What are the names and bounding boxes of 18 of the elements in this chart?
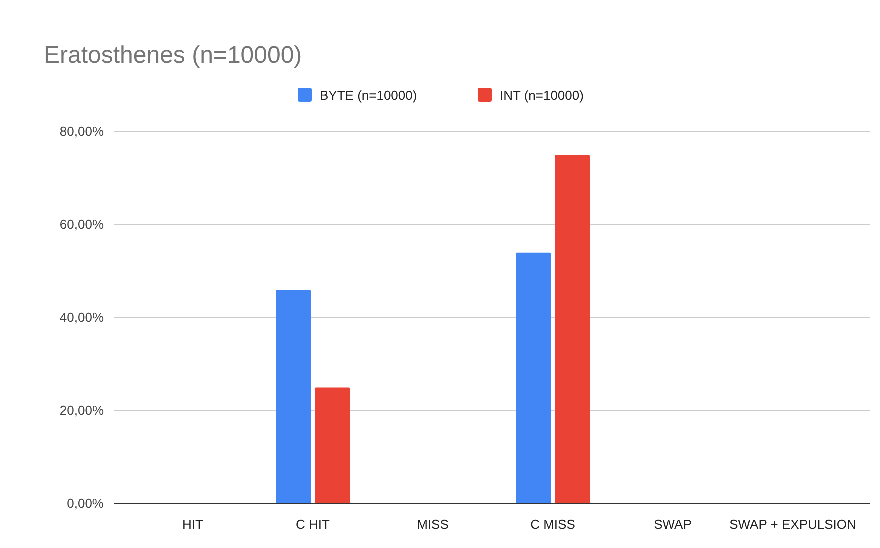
y-tick-label: 40,00%	[60, 310, 104, 325]
x-tick-label: HIT	[182, 517, 204, 532]
y-tick-label: 0,00%	[67, 496, 104, 511]
bar	[276, 290, 311, 504]
y-tick-label: 60,00%	[60, 217, 104, 232]
x-tick-label: C MISS	[530, 517, 576, 532]
x-tick-label: MISS	[417, 517, 450, 532]
y-tick-label: 20,00%	[60, 403, 104, 418]
bar	[516, 252, 551, 504]
legend-label: BYTE (n=10000)	[320, 88, 418, 103]
x-tick-label: C HIT	[296, 517, 330, 532]
x-tick-label: SWAP + EXPULSION	[730, 517, 856, 532]
chart-title: Eratosthenes (n=10000)	[44, 42, 302, 69]
legend-label: INT (n=10000)	[500, 88, 584, 103]
x-tick-label: SWAP	[654, 517, 692, 532]
y-tick-label: 80,00%	[60, 124, 104, 139]
bar	[555, 155, 590, 504]
bar	[315, 388, 350, 504]
